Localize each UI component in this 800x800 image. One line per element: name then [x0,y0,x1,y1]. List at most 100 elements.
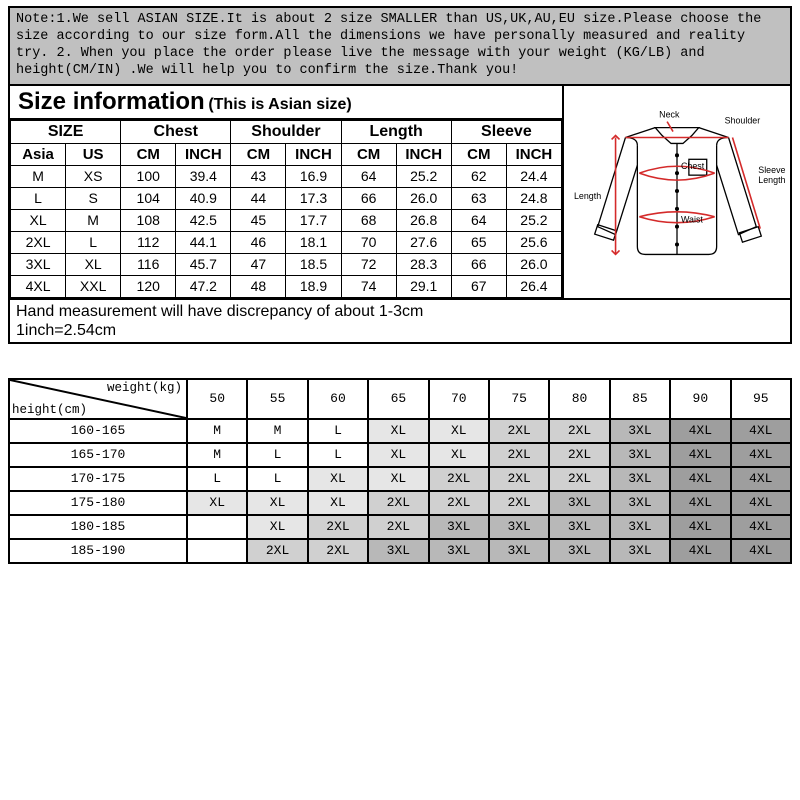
size-cell: 17.7 [286,209,341,231]
hw-cell: M [247,419,307,443]
size-cell: 48 [231,275,286,297]
weight-header: 55 [247,379,307,419]
hw-cell: 3XL [610,419,670,443]
hw-cell: 4XL [731,443,791,467]
hw-cell: L [247,443,307,467]
lbl-sleeve1: Sleeve [758,165,785,175]
size-cell: 28.3 [396,253,451,275]
hw-cell: 4XL [670,539,730,563]
size-cell: 64 [341,165,396,187]
size-sub-header: CM [121,143,176,165]
hw-cell [187,515,247,539]
diag-header: weight(kg) height(cm) [9,379,187,419]
size-cell: 108 [121,209,176,231]
size-cell: 63 [451,187,506,209]
lbl-waist: Waist [681,214,703,224]
hw-cell: XL [368,419,428,443]
title-sub: (This is Asian size) [208,96,351,113]
hw-cell: 2XL [549,419,609,443]
size-cell: 112 [121,231,176,253]
size-cell: L [11,187,66,209]
hw-cell: 4XL [670,467,730,491]
size-cell: 100 [121,165,176,187]
hw-cell: 4XL [731,419,791,443]
size-info-panel: Note:1.We sell ASIAN SIZE.It is about 2 … [8,6,792,344]
size-cell: 4XL [11,275,66,297]
hw-cell: 2XL [368,515,428,539]
height-label: height(cm) [12,403,87,417]
size-cell: 25.6 [506,231,561,253]
size-group-header: Chest [121,120,231,143]
size-cell: 42.5 [176,209,231,231]
size-cell: 25.2 [506,209,561,231]
size-group-header: Sleeve [451,120,561,143]
hw-cell: 2XL [368,491,428,515]
size-cell: 26.4 [506,275,561,297]
table-row: 2XLL11244.14618.17027.66525.6 [11,231,562,253]
size-cell: 26.0 [506,253,561,275]
size-group-header: Length [341,120,451,143]
shirt-diagram: Neck Shoulder Chest Waist Length Sleeve … [564,86,790,298]
size-group-header: SIZE [11,120,121,143]
size-cell: 62 [451,165,506,187]
size-cell: 45 [231,209,286,231]
hw-cell: L [247,467,307,491]
hw-cell: 2XL [247,539,307,563]
lbl-neck: Neck [659,109,680,119]
hw-cell: 2XL [308,515,368,539]
size-cell: 17.3 [286,187,341,209]
height-cell: 165-170 [9,443,187,467]
hw-cell: XL [247,515,307,539]
size-cell: 47.2 [176,275,231,297]
size-cell: 2XL [11,231,66,253]
weight-header: 75 [489,379,549,419]
table-row: 170-175LLXLXL2XL2XL2XL3XL4XL4XL [9,467,791,491]
hw-cell: 3XL [549,491,609,515]
height-cell: 180-185 [9,515,187,539]
hw-cell: L [308,419,368,443]
size-cell: 65 [451,231,506,253]
size-cell: 25.2 [396,165,451,187]
weight-header: 65 [368,379,428,419]
size-cell: 72 [341,253,396,275]
size-sub-header: CM [231,143,286,165]
hw-cell: 4XL [731,491,791,515]
size-cell: 44 [231,187,286,209]
size-cell: 64 [451,209,506,231]
hw-cell: 4XL [731,467,791,491]
height-weight-table: weight(kg) height(cm) 505560657075808590… [8,378,792,564]
hw-cell: 3XL [429,539,489,563]
hw-cell: 4XL [670,443,730,467]
size-cell: 27.6 [396,231,451,253]
size-cell: L [66,231,121,253]
hw-cell: 4XL [670,419,730,443]
height-cell: 160-165 [9,419,187,443]
height-cell: 170-175 [9,467,187,491]
note-box: Note:1.We sell ASIAN SIZE.It is about 2 … [10,8,790,86]
title-main: Size information [18,88,205,115]
hw-cell: 3XL [610,467,670,491]
size-table: SIZEChestShoulderLengthSleeve AsiaUSCMIN… [10,120,562,298]
size-cell: 3XL [11,253,66,275]
hw-cell [187,539,247,563]
hw-cell: 3XL [610,515,670,539]
hw-cell: 2XL [489,467,549,491]
hw-cell: 2XL [549,443,609,467]
hw-cell: 2XL [489,419,549,443]
size-cell: 104 [121,187,176,209]
size-cell: 47 [231,253,286,275]
hw-cell: 3XL [368,539,428,563]
hw-cell: 2XL [489,443,549,467]
hw-cell: 3XL [429,515,489,539]
hw-cell: 2XL [429,467,489,491]
size-cell: 74 [341,275,396,297]
hw-cell: XL [429,443,489,467]
size-cell: 70 [341,231,396,253]
hw-cell: 3XL [610,539,670,563]
table-row: 3XLXL11645.74718.57228.36626.0 [11,253,562,275]
hw-cell: 4XL [731,539,791,563]
measurement-note: Hand measurement will have discrepancy o… [10,298,790,342]
size-cell: 120 [121,275,176,297]
hw-cell: 3XL [489,515,549,539]
size-title: Size information (This is Asian size) [10,86,562,120]
